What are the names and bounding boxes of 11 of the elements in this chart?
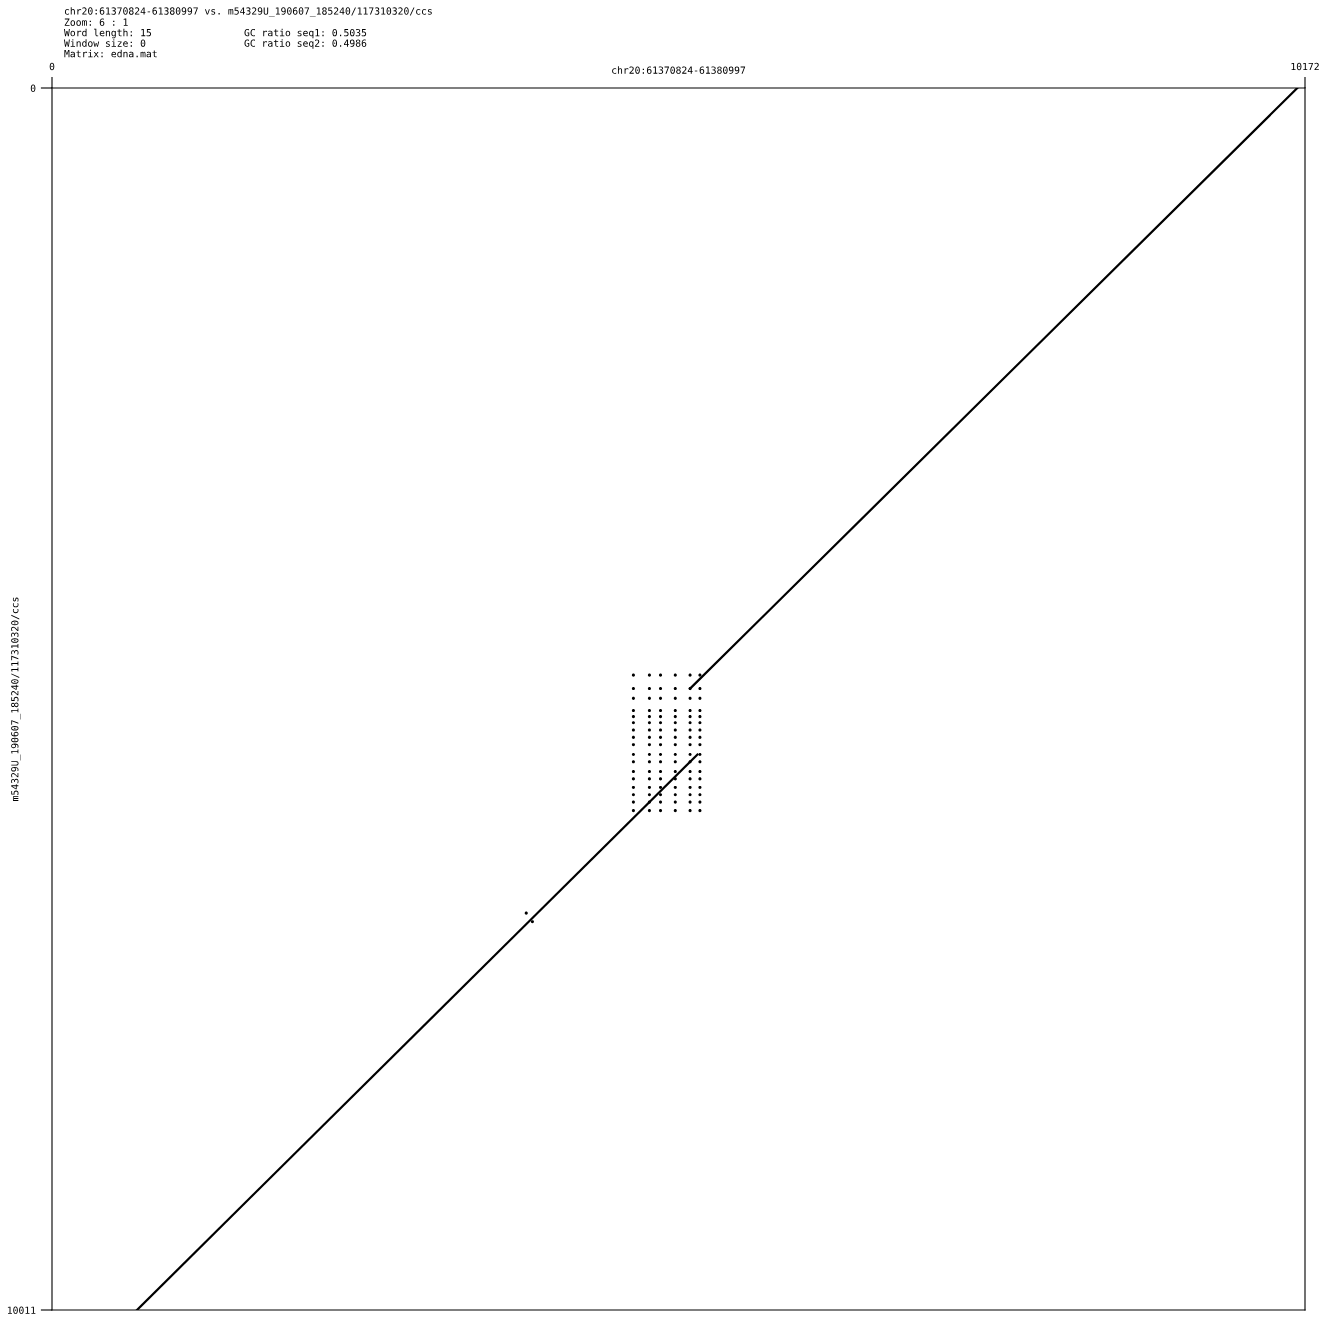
y-axis-title: m54329U_190607_185240/117310320/ccs: [11, 597, 21, 801]
text: Zoom: 6 : 1: [64, 18, 128, 26]
x-axis-title: chr20:61370824-61380997: [612, 66, 746, 74]
text: Window size: 0: [64, 39, 146, 47]
chart-title: chr20:61370824-61380997 vs. m54329U_190607_185240/117310320/ccs: [64, 7, 432, 17]
text: GC ratio seq2: 0.4986: [244, 39, 367, 49]
text: Word length: 15: [64, 28, 152, 39]
x-tick-label: 10172: [1291, 62, 1319, 71]
text: GC ratio seq1: 0.5035: [244, 28, 367, 39]
y-tick-label: 10011: [7, 1306, 36, 1314]
text: Matrix: edna.mat: [64, 49, 157, 58]
